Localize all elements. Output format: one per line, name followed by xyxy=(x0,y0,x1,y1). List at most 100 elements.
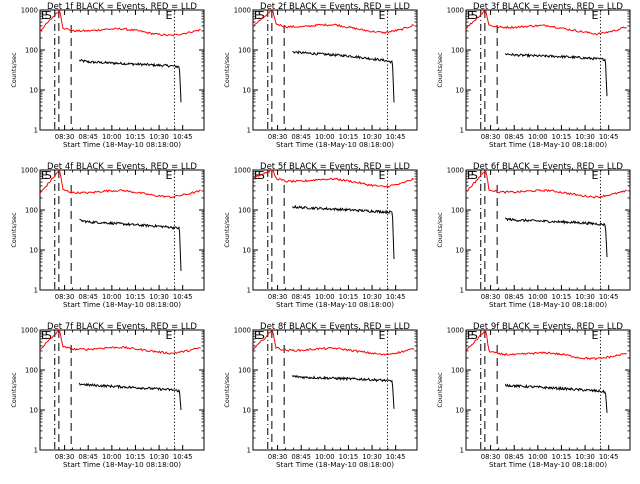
lld-series-line xyxy=(253,170,415,188)
x-axis-label: Start Time (18-May-10 08:18:00) xyxy=(276,140,394,149)
y-tick-label: 1000 xyxy=(21,167,38,175)
y-tick-label: 100 xyxy=(25,47,38,55)
marker-label: E xyxy=(254,9,261,22)
x-tick-label: 10:30 xyxy=(362,293,382,301)
x-tick-label: 10:00 xyxy=(102,293,122,301)
detector-panel: Det 4f BLACK = Events, RED = LLD 1 10 100 10… xyxy=(10,162,205,309)
marker-label: S xyxy=(471,169,478,182)
y-tick-label: 1 xyxy=(247,447,251,455)
y-tick-label: 1000 xyxy=(447,327,464,335)
x-axis-label: Start Time (18-May-10 08:18:00) xyxy=(63,300,181,309)
marker-label: E xyxy=(591,329,598,342)
x-tick-label: 08:45 xyxy=(291,133,311,141)
x-tick-label: 10:30 xyxy=(149,293,169,301)
x-tick-label: 10:00 xyxy=(315,453,335,461)
marker-label: E xyxy=(165,329,172,342)
y-axis-label: Counts/sec xyxy=(223,52,231,88)
marker-label: E xyxy=(467,169,474,182)
marker-label: E xyxy=(378,329,385,342)
y-tick-label: 1000 xyxy=(234,167,251,175)
x-tick-label: 10:15 xyxy=(339,453,359,461)
x-tick-label: 08:30 xyxy=(268,133,288,141)
marker-label: S xyxy=(258,9,265,22)
marker-label: S xyxy=(471,329,478,342)
marker-label: S xyxy=(45,329,52,342)
plot-title: Det 9f BLACK = Events, RED = LLD xyxy=(473,322,623,332)
marker-label: S xyxy=(45,169,52,182)
x-tick-label: 08:30 xyxy=(268,453,288,461)
x-tick-label: 08:30 xyxy=(268,293,288,301)
y-tick-label: 10 xyxy=(29,247,38,255)
marker-label: E xyxy=(165,9,172,22)
detector-panel: Det 3f BLACK = Events, RED = LLD 1 10 100 10… xyxy=(436,2,631,149)
x-tick-label: 10:00 xyxy=(102,133,122,141)
plot-title: Det 6f BLACK = Events, RED = LLD xyxy=(473,162,623,172)
x-axis-label: Start Time (18-May-10 08:18:00) xyxy=(63,140,181,149)
lld-series-line xyxy=(253,10,414,35)
y-tick-label: 10 xyxy=(455,247,464,255)
x-tick-label: 08:30 xyxy=(481,453,501,461)
x-tick-label: 10:45 xyxy=(386,293,406,301)
marker-label: E xyxy=(165,169,172,182)
marker-label: S xyxy=(258,329,265,342)
y-axis-label: Counts/sec xyxy=(10,52,18,88)
x-tick-label: 10:00 xyxy=(528,453,548,461)
x-axis-label: Start Time (18-May-10 08:18:00) xyxy=(276,460,394,469)
marker-label: S xyxy=(258,169,265,182)
y-axis-label: Counts/sec xyxy=(436,372,444,408)
detector-panel: Det 8f BLACK = Events, RED = LLD 1 10 100 10… xyxy=(223,322,418,469)
y-axis-label: Counts/sec xyxy=(436,212,444,248)
x-axis-label: Start Time (18-May-10 08:18:00) xyxy=(489,460,607,469)
lld-series-line xyxy=(466,170,627,199)
events-series-line xyxy=(504,383,608,413)
marker-label: E xyxy=(591,9,598,22)
x-tick-label: 10:15 xyxy=(126,453,146,461)
lld-series-line xyxy=(40,10,201,37)
y-tick-label: 1 xyxy=(460,287,464,295)
plot-frame xyxy=(465,9,631,131)
marker-label: S xyxy=(471,9,478,22)
plot-title: Det 5f BLACK = Events, RED = LLD xyxy=(260,162,410,172)
marker-label: E xyxy=(378,9,385,22)
plot-frame xyxy=(465,169,631,291)
y-tick-label: 100 xyxy=(25,367,38,375)
x-tick-label: 08:45 xyxy=(78,453,98,461)
x-tick-label: 08:30 xyxy=(55,453,75,461)
x-tick-label: 10:00 xyxy=(102,453,122,461)
x-axis-label: Start Time (18-May-10 08:18:00) xyxy=(489,140,607,149)
y-axis-label: Counts/sec xyxy=(223,372,231,408)
x-tick-label: 10:15 xyxy=(552,453,572,461)
x-tick-label: 08:45 xyxy=(504,293,524,301)
y-tick-label: 1 xyxy=(460,447,464,455)
marker-label: E xyxy=(378,169,385,182)
x-tick-label: 10:15 xyxy=(552,293,572,301)
events-series-line xyxy=(78,58,182,103)
x-tick-label: 10:00 xyxy=(528,293,548,301)
y-tick-label: 100 xyxy=(451,47,464,55)
x-tick-label: 08:30 xyxy=(55,293,75,301)
x-tick-label: 08:45 xyxy=(291,293,311,301)
y-tick-label: 10 xyxy=(242,247,251,255)
events-series-line xyxy=(292,204,395,260)
marker-label: E xyxy=(41,329,48,342)
plot-title: Det 1f BLACK = Events, RED = LLD xyxy=(47,2,197,12)
x-tick-label: 10:45 xyxy=(386,453,406,461)
y-tick-label: 100 xyxy=(451,207,464,215)
detector-panel: Det 1f BLACK = Events, RED = LLD 1 10 100 10… xyxy=(10,2,205,149)
y-tick-label: 10 xyxy=(29,87,38,95)
x-tick-label: 10:30 xyxy=(149,453,169,461)
marker-label: E xyxy=(41,169,48,182)
events-series-line xyxy=(79,218,182,271)
y-tick-label: 1 xyxy=(247,127,251,135)
detector-panel: Det 9f BLACK = Events, RED = LLD 1 10 100 10… xyxy=(436,322,631,469)
y-tick-label: 100 xyxy=(238,47,251,55)
marker-label: E xyxy=(467,329,474,342)
x-tick-label: 08:30 xyxy=(481,133,501,141)
y-tick-label: 1 xyxy=(247,287,251,295)
x-tick-label: 10:00 xyxy=(315,293,335,301)
plot-title: Det 8f BLACK = Events, RED = LLD xyxy=(260,322,410,332)
x-axis-label: Start Time (18-May-10 08:18:00) xyxy=(276,300,394,309)
y-tick-label: 10 xyxy=(455,407,464,415)
detector-panel: Det 7f BLACK = Events, RED = LLD 1 10 100 10… xyxy=(10,322,205,469)
